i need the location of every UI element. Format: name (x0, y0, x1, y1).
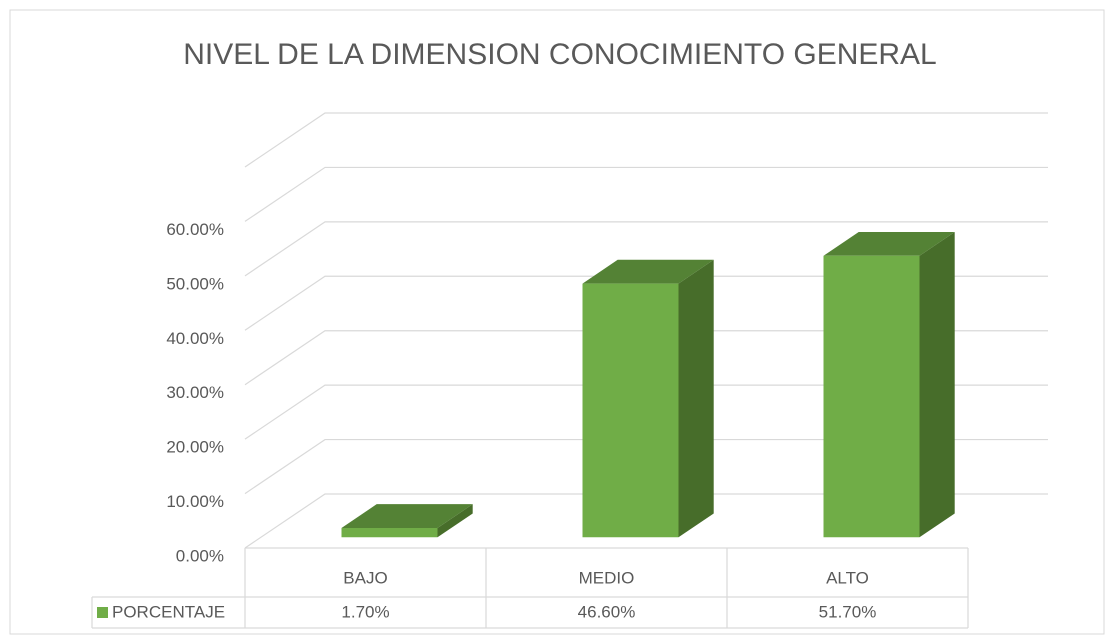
grid-line (244, 275, 1048, 331)
bar-front (823, 255, 920, 538)
y-tick-label: 10.00% (166, 492, 224, 511)
grid-line (244, 493, 1048, 549)
grid-line (244, 438, 1048, 495)
grid-line (244, 384, 1048, 440)
bar-side (919, 232, 955, 538)
bar-front (341, 527, 438, 538)
bar-top (341, 504, 473, 528)
x-tick-label: BAJO (343, 568, 387, 587)
grid-line-top (244, 112, 1048, 168)
data-table-value: 51.70% (819, 602, 877, 621)
y-tick-label: 50.00% (166, 274, 224, 293)
bar-side (437, 504, 473, 538)
x-tick-label: ALTO (826, 568, 869, 587)
grid-line (244, 221, 1048, 277)
bar-top (823, 232, 955, 256)
y-tick-label: 60.00% (166, 220, 224, 239)
y-tick-label: 40.00% (166, 329, 224, 348)
legend-label: PORCENTAJE (112, 602, 225, 621)
bar (582, 259, 714, 538)
bar-front (582, 283, 679, 538)
bar-top (582, 259, 714, 284)
bar (341, 504, 473, 538)
data-table-value: 1.70% (341, 602, 389, 621)
bar-side (678, 259, 714, 538)
y-tick-label: 20.00% (166, 438, 224, 457)
chart-title: NIVEL DE LA DIMENSION CONOCIMIENTO GENER… (183, 38, 937, 71)
x-tick-label: MEDIO (579, 568, 635, 587)
grid-line (244, 166, 1048, 222)
grid-line (244, 330, 1048, 386)
bar (823, 232, 955, 538)
data-table-value: 46.60% (578, 602, 636, 621)
legend-swatch (97, 607, 108, 618)
y-tick-label: 30.00% (166, 383, 224, 402)
y-tick-label: 0.00% (176, 546, 224, 565)
